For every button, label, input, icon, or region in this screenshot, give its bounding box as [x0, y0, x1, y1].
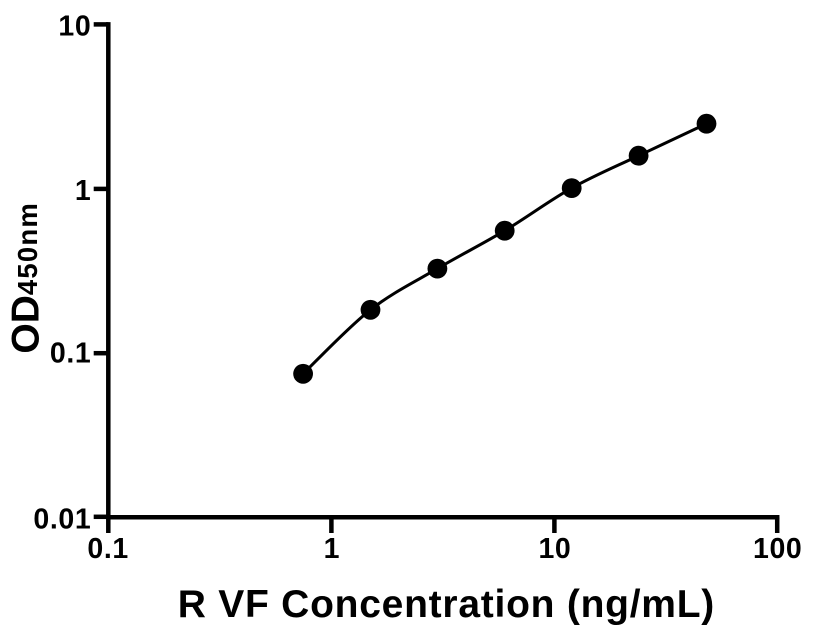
svg-text:1: 1 [324, 533, 340, 565]
svg-text:100: 100 [753, 533, 802, 565]
svg-text:R VF Concentration (ng/mL): R VF Concentration (ng/mL) [178, 583, 715, 626]
svg-text:0.01: 0.01 [33, 504, 91, 536]
svg-text:10: 10 [58, 11, 91, 43]
svg-text:1: 1 [75, 175, 91, 207]
svg-text:10: 10 [538, 533, 571, 565]
svg-text:OD450nm: OD450nm [5, 202, 48, 354]
svg-text:0.1: 0.1 [87, 533, 128, 565]
svg-text:0.1: 0.1 [50, 338, 91, 370]
